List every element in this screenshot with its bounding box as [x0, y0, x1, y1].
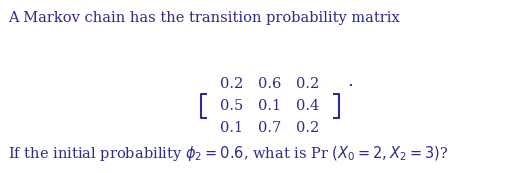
- Text: 0.4: 0.4: [296, 99, 320, 113]
- Text: If the initial probability $\phi_2 = 0.6$, what is Pr $(X_0 = 2, X_2 = 3)$?: If the initial probability $\phi_2 = 0.6…: [8, 144, 448, 163]
- Text: 0.6: 0.6: [258, 77, 282, 91]
- Text: 0.1: 0.1: [221, 121, 243, 135]
- Text: 0.1: 0.1: [258, 99, 282, 113]
- Text: .: .: [347, 72, 353, 90]
- Text: A Markov chain has the transition probability matrix: A Markov chain has the transition probab…: [8, 11, 400, 25]
- Text: 0.2: 0.2: [296, 77, 320, 91]
- Text: 0.7: 0.7: [258, 121, 282, 135]
- Text: 0.5: 0.5: [220, 99, 243, 113]
- Text: 0.2: 0.2: [220, 77, 243, 91]
- Text: 0.2: 0.2: [296, 121, 320, 135]
